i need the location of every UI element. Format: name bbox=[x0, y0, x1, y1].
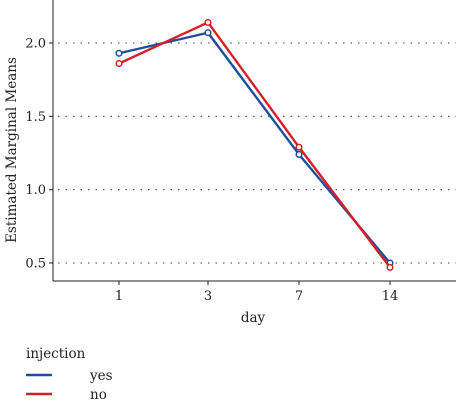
legend-label-no: no bbox=[90, 387, 107, 402]
x-tick-label: 3 bbox=[204, 289, 212, 304]
data-point-no bbox=[115, 59, 123, 68]
axes bbox=[52, 0, 456, 282]
y-tick-label: 2.0 bbox=[25, 37, 46, 52]
series-line-yes bbox=[118, 31, 391, 264]
data-point-no bbox=[386, 263, 394, 271]
x-tick-label: 7 bbox=[295, 289, 303, 304]
series-line-no bbox=[118, 21, 391, 269]
legend: injection yes no bbox=[26, 346, 113, 402]
y-tick-label: 1.5 bbox=[25, 110, 46, 125]
y-ticks: 0.5 1.0 1.5 2.0 bbox=[25, 37, 53, 272]
x-tick-label: 14 bbox=[382, 289, 399, 304]
legend-label-yes: yes bbox=[89, 368, 113, 384]
x-axis-title: day bbox=[241, 310, 266, 326]
data-point-no bbox=[295, 143, 303, 151]
y-tick-label: 1.0 bbox=[25, 183, 46, 198]
series-group bbox=[115, 18, 394, 271]
grid-lines bbox=[58, 42, 456, 264]
data-point-yes bbox=[115, 49, 123, 57]
data-point-yes bbox=[204, 29, 212, 37]
legend-title: injection bbox=[26, 346, 86, 362]
y-tick-label: 0.5 bbox=[25, 257, 46, 272]
x-ticks: 1 3 7 14 bbox=[115, 281, 398, 304]
x-tick-label: 1 bbox=[115, 289, 123, 304]
data-point-yes bbox=[295, 150, 303, 159]
y-axis-title: Estimated Marginal Means bbox=[4, 57, 20, 243]
data-point-no bbox=[204, 18, 212, 27]
